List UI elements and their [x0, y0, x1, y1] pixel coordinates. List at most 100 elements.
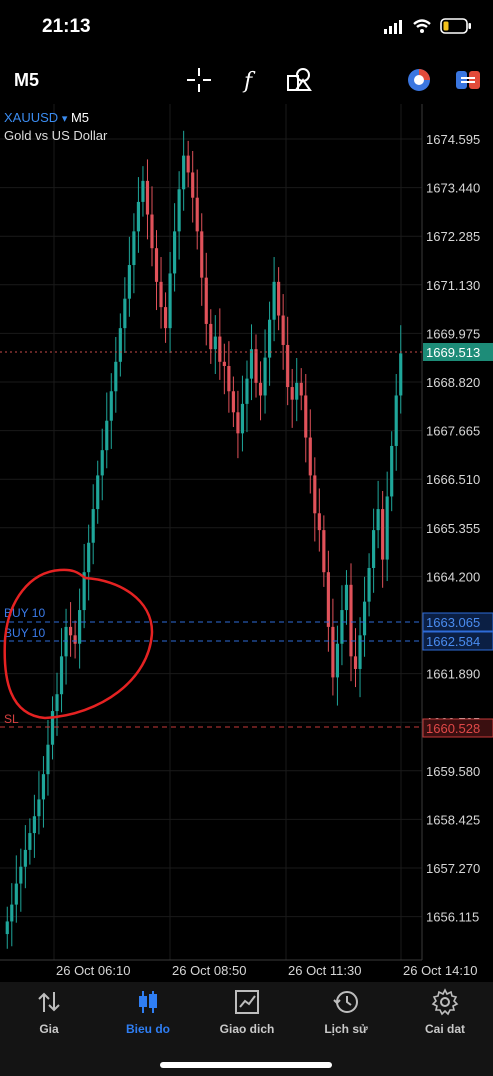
candle-body: [340, 610, 344, 644]
order-price-tag-2: [422, 631, 493, 651]
price-tick-label: 1664.200: [426, 569, 480, 584]
nav-item-history[interactable]: Lịch sử: [297, 982, 395, 1052]
nav-item-chart[interactable]: Bieu do: [99, 982, 197, 1052]
candle-body: [173, 231, 177, 274]
home-indicator: [160, 1062, 332, 1068]
candle-body: [163, 307, 168, 329]
candle-body: [353, 656, 358, 669]
price-tick-label: 1659.580: [426, 764, 480, 779]
candle-body: [299, 382, 303, 396]
candle-body: [177, 189, 181, 232]
history-icon: [333, 991, 358, 1013]
price-tick-label: 1672.285: [426, 229, 480, 244]
candle-body: [295, 382, 299, 400]
candle-body: [150, 214, 154, 249]
candle-body: [304, 395, 308, 438]
stop-loss-price: 1660.528: [426, 721, 480, 736]
candle-body: [349, 584, 353, 657]
candle-body: [254, 349, 258, 383]
price-tick-label: 1656.115: [426, 910, 479, 925]
price-tick-label: 1669.975: [426, 326, 480, 341]
current-price-value: 1669.513: [426, 345, 480, 360]
candle-body: [145, 180, 150, 215]
candle-body: [331, 626, 335, 678]
candle-body: [281, 315, 285, 345]
candle-body: [82, 572, 86, 611]
objects-icon[interactable]: [286, 66, 314, 94]
candle-body: [358, 635, 362, 669]
candle-body: [227, 366, 231, 392]
candle-body: [222, 361, 226, 367]
nav-item-trade[interactable]: Giao dich: [198, 982, 296, 1052]
candle-body: [64, 626, 68, 657]
candle-body: [390, 445, 394, 497]
candle-body: [231, 391, 235, 413]
chart-grid: [0, 104, 422, 960]
indicator-toggle-icon[interactable]: [405, 66, 433, 94]
candle-body: [272, 281, 276, 320]
price-chart[interactable]: 1674.595 1673.440 1672.285 1671.130 1669.975…: [0, 104, 493, 980]
candle-body: [326, 572, 330, 627]
crosshair-icon[interactable]: [185, 66, 213, 94]
candle-body: [46, 744, 50, 775]
candle-body: [87, 542, 91, 573]
candle-body: [37, 799, 41, 817]
nav-label-quotes: Gia: [39, 1022, 59, 1036]
symbol-caret-icon[interactable]: ▾: [61, 113, 68, 125]
candle-body: [362, 601, 367, 636]
cellular-signal-icon: [384, 20, 402, 34]
candle-body: [109, 391, 113, 421]
nav-item-quotes[interactable]: Gia: [0, 982, 98, 1052]
candle-body: [136, 201, 141, 232]
order-price-1: 1663.065: [426, 615, 480, 630]
order-label-2: BUY 10: [4, 626, 45, 640]
candle-body: [19, 866, 23, 884]
candle-body: [204, 277, 208, 324]
nav-label-trade: Giao dich: [219, 1022, 275, 1036]
candle-body: [73, 635, 77, 644]
candle-body: [263, 357, 267, 396]
price-tick-label: 1668.820: [426, 375, 480, 390]
function-icon[interactable]: f: [236, 66, 264, 94]
switch-icon[interactable]: [454, 66, 482, 94]
trend-chart-icon: [235, 990, 259, 1014]
symbol-description: Gold vs US Dollar: [4, 128, 108, 143]
stop-loss-label: SL: [4, 712, 19, 726]
candle-body: [367, 567, 371, 602]
candle-body: [376, 509, 380, 531]
time-axis-labels: 26 Oct 06:10 26 Oct 08:50 26 Oct 11:30 26 O…: [56, 963, 477, 978]
candle-body: [394, 395, 398, 446]
candle-body: [344, 584, 349, 611]
order-price-2: 1662.584: [426, 634, 480, 649]
price-tick-label: 1666.510: [426, 472, 480, 487]
price-tick-label: 1665.355: [426, 521, 480, 536]
candle-body: [290, 387, 294, 400]
candle-body: [200, 231, 204, 278]
candle-body: [335, 643, 340, 678]
nav-label-history: Lịch sử: [324, 1022, 368, 1036]
price-axis-labels: 1674.595 1673.440 1672.285 1671.130 1669.975…: [426, 132, 480, 925]
time-tick-label: 26 Oct 14:10: [403, 963, 477, 978]
candle-body: [159, 281, 163, 308]
candle-body: [32, 816, 36, 834]
candle-body: [236, 412, 240, 434]
price-tick-label: 1661.890: [426, 667, 480, 682]
timeframe-selector[interactable]: M5: [14, 70, 40, 90]
current-price-tag: [423, 343, 493, 361]
candle-body: [322, 530, 326, 573]
stop-loss-price-tag: [422, 718, 493, 738]
nav-item-settings[interactable]: Cai dat: [396, 982, 493, 1052]
candle-body: [23, 849, 27, 867]
candle-body: [317, 513, 321, 531]
price-tick-label: 1658.425: [426, 812, 480, 827]
candle-body: [372, 530, 376, 568]
chart-symbol[interactable]: XAUUSD: [4, 110, 59, 125]
candle-body: [195, 197, 199, 232]
price-tick-label: 1674.595: [426, 132, 480, 147]
chart-toolbar: M5 f: [0, 58, 493, 102]
svg-text:f: f: [242, 69, 256, 94]
candle-body: [59, 656, 64, 695]
candle-body: [14, 883, 18, 905]
candle-body: [118, 328, 122, 362]
candle-body: [249, 349, 254, 379]
